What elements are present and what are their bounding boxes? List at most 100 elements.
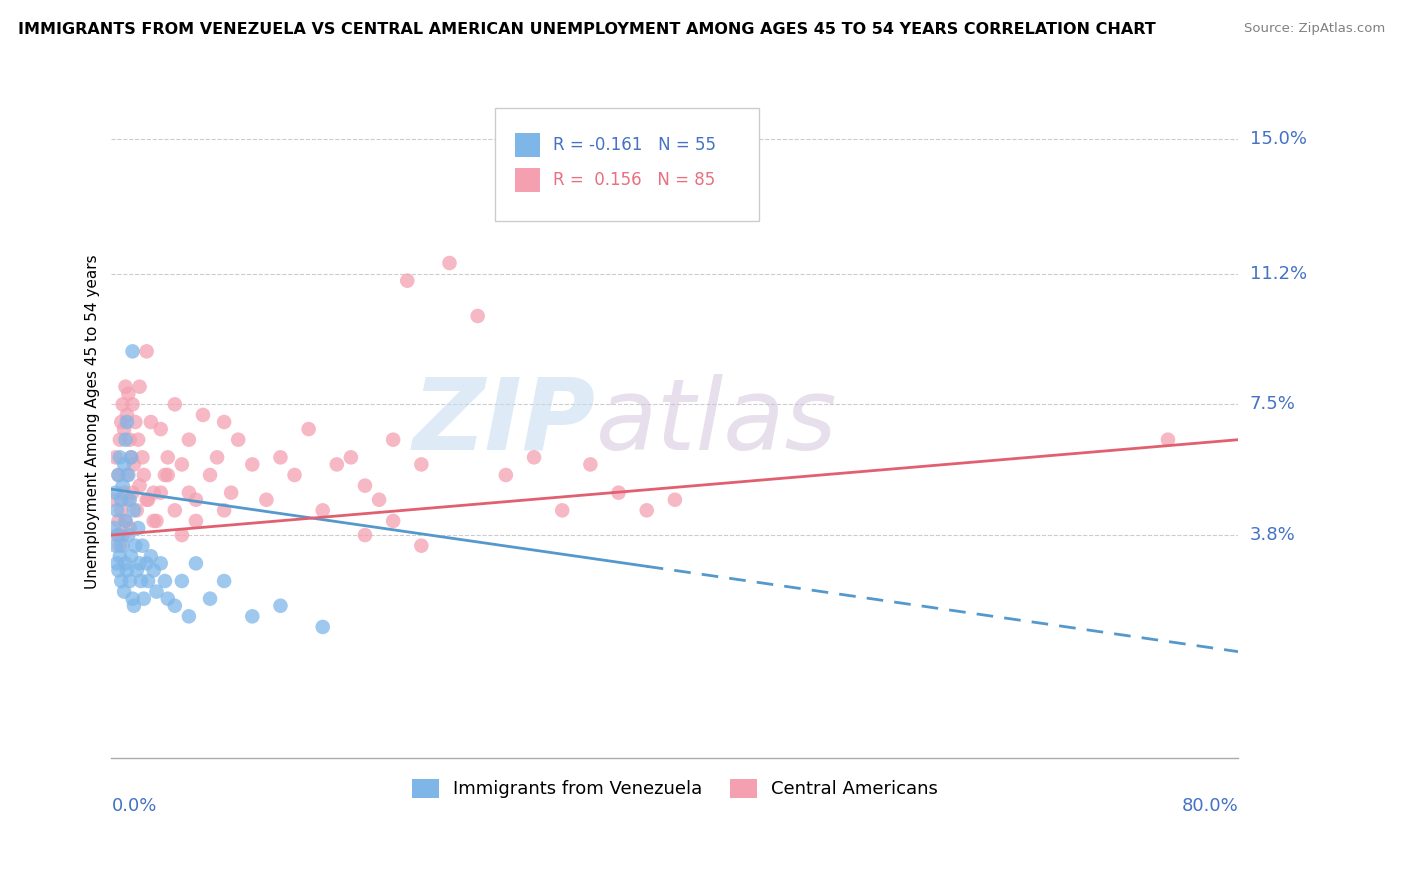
Point [298, 422, 321, 436]
Point [170, 458, 193, 472]
Point [212, 503, 235, 517]
Text: Source: ZipAtlas.com: Source: ZipAtlas.com [1244, 22, 1385, 36]
Point [112, 458, 135, 472]
Y-axis label: Unemployment Among Ages 45 to 54 years: Unemployment Among Ages 45 to 54 years [86, 255, 100, 590]
Point [111, 539, 134, 553]
Point [107, 514, 129, 528]
Point [411, 539, 433, 553]
Point [111, 397, 134, 411]
Text: 15.0%: 15.0% [1250, 130, 1306, 148]
Point [111, 528, 134, 542]
Point [108, 539, 131, 553]
Point [153, 468, 176, 483]
Point [112, 584, 135, 599]
Point [382, 514, 405, 528]
Point [128, 478, 150, 492]
Point [439, 256, 461, 270]
Point [115, 415, 138, 429]
Point [107, 468, 129, 483]
Point [121, 397, 143, 411]
Point [115, 563, 138, 577]
Point [153, 574, 176, 588]
Point [326, 458, 349, 472]
Point [107, 468, 129, 483]
Point [136, 492, 159, 507]
Point [205, 450, 228, 465]
Point [184, 557, 207, 571]
Point [125, 503, 148, 517]
Point [551, 503, 574, 517]
Point [149, 557, 172, 571]
Point [121, 591, 143, 606]
Point [1157, 433, 1180, 447]
Point [163, 503, 186, 517]
Point [117, 492, 139, 507]
Point [139, 549, 162, 564]
Point [170, 574, 193, 588]
Point [118, 521, 141, 535]
Point [114, 433, 136, 447]
FancyBboxPatch shape [515, 169, 540, 192]
Point [107, 528, 129, 542]
Point [125, 563, 148, 577]
Point [108, 549, 131, 564]
Point [240, 609, 263, 624]
Point [177, 433, 200, 447]
Point [122, 458, 145, 472]
Point [312, 620, 335, 634]
Point [396, 274, 419, 288]
Point [120, 450, 142, 465]
Point [135, 557, 157, 571]
Point [163, 599, 186, 613]
Point [132, 468, 155, 483]
Point [184, 514, 207, 528]
Point [139, 415, 162, 429]
Point [103, 492, 125, 507]
Point [184, 492, 207, 507]
Point [156, 468, 179, 483]
Point [114, 514, 136, 528]
Point [120, 450, 142, 465]
Point [118, 492, 141, 507]
FancyBboxPatch shape [495, 108, 759, 220]
Point [212, 574, 235, 588]
Point [579, 458, 602, 472]
Point [269, 599, 291, 613]
Point [149, 485, 172, 500]
Point [135, 344, 157, 359]
Point [117, 528, 139, 542]
FancyBboxPatch shape [515, 133, 540, 157]
Point [121, 485, 143, 500]
Point [156, 591, 179, 606]
Point [120, 549, 142, 564]
Point [103, 521, 125, 535]
Point [411, 458, 433, 472]
Point [110, 415, 132, 429]
Point [191, 408, 214, 422]
Point [170, 528, 193, 542]
Point [104, 450, 127, 465]
Point [145, 584, 167, 599]
Point [114, 557, 136, 571]
Point [117, 386, 139, 401]
Point [104, 539, 127, 553]
Point [368, 492, 391, 507]
Text: atlas: atlas [596, 374, 838, 470]
Point [312, 503, 335, 517]
Point [112, 422, 135, 436]
Point [636, 503, 658, 517]
Point [495, 468, 517, 483]
Point [112, 485, 135, 500]
Point [523, 450, 546, 465]
Point [467, 309, 489, 323]
Point [382, 433, 405, 447]
Point [354, 478, 377, 492]
Point [117, 468, 139, 483]
Point [135, 492, 157, 507]
Point [664, 492, 686, 507]
Point [114, 380, 136, 394]
Point [111, 478, 134, 492]
Point [118, 574, 141, 588]
Text: IMMIGRANTS FROM VENEZUELA VS CENTRAL AMERICAN UNEMPLOYMENT AMONG AGES 45 TO 54 Y: IMMIGRANTS FROM VENEZUELA VS CENTRAL AME… [18, 22, 1156, 37]
Point [110, 574, 132, 588]
